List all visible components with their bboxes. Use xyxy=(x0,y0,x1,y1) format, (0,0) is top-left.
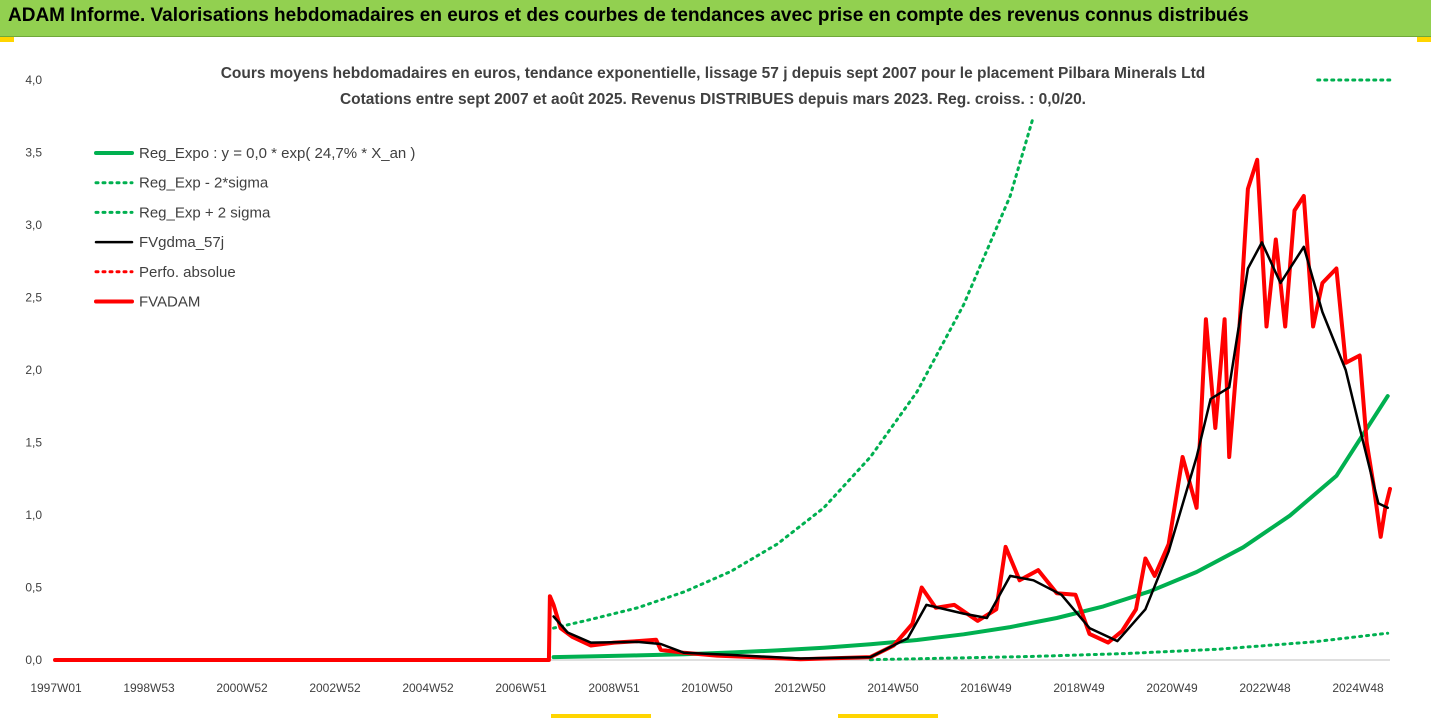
y-tick-label: 1,5 xyxy=(25,436,42,450)
x-tick-label: 2000W52 xyxy=(216,681,268,695)
legend-label: FVADAM xyxy=(139,294,200,311)
legend-label: FVgdma_57j xyxy=(139,234,224,251)
y-tick-label: 3,0 xyxy=(25,218,42,232)
y-tick-label: 4,0 xyxy=(25,73,42,87)
x-tick-label: 2020W49 xyxy=(1146,681,1198,695)
corner-marker-right xyxy=(1417,37,1431,42)
x-tick-label: 2022W48 xyxy=(1239,681,1291,695)
y-tick-label: 0,0 xyxy=(25,653,42,667)
x-tick-label: 2018W49 xyxy=(1053,681,1105,695)
chart-title-line: Cotations entre sept 2007 et août 2025. … xyxy=(340,91,1086,108)
legend-label: Reg_Exp + 2 sigma xyxy=(139,204,271,221)
x-tick-label: 2014W50 xyxy=(867,681,919,695)
y-tick-label: 2,0 xyxy=(25,363,42,377)
x-tick-label: 2012W50 xyxy=(774,681,826,695)
corner-marker-left xyxy=(0,37,14,42)
x-tick-label: 2004W52 xyxy=(402,681,454,695)
corner-marker-bottom-2 xyxy=(838,714,938,718)
x-tick-label: 1998W53 xyxy=(123,681,175,695)
legend-label: Reg_Expo : y = 0,0 * exp( 24,7% * X_an ) xyxy=(139,145,415,162)
x-tick-label: 2016W49 xyxy=(960,681,1012,695)
legend-label: Reg_Exp - 2*sigma xyxy=(139,175,269,192)
y-tick-label: 3,5 xyxy=(25,146,42,160)
banner-title: ADAM Informe. Valorisations hebdomadaire… xyxy=(8,5,1249,26)
legend-label: Perfo. absolue xyxy=(139,264,236,281)
title-banner: ADAM Informe. Valorisations hebdomadaire… xyxy=(0,0,1431,37)
price-trend-chart: 0,0 0,5 1,0 1,5 2,0 2,5 3,0 3,5 4,0 1997W01 1998W… xyxy=(25,65,1392,695)
y-tick-label: 1,0 xyxy=(25,508,42,522)
chart-area: 0,0 0,5 1,0 1,5 2,0 2,5 3,0 3,5 4,0 1997W01 1998W… xyxy=(0,38,1431,718)
chart-title-line: Cours moyens hebdomadaires en euros, ten… xyxy=(221,65,1206,82)
y-tick-label: 2,5 xyxy=(25,291,42,305)
series-line xyxy=(552,114,1035,630)
x-tick-label: 1997W01 xyxy=(30,681,82,695)
x-tick-label: 2024W48 xyxy=(1332,681,1384,695)
series-line xyxy=(868,631,1390,662)
y-tick-label: 0,5 xyxy=(25,581,42,595)
corner-marker-bottom-1 xyxy=(551,714,651,718)
x-tick-label: 2006W51 xyxy=(495,681,547,695)
series-line xyxy=(552,241,1389,660)
x-tick-label: 2010W50 xyxy=(681,681,733,695)
x-tick-label: 2008W51 xyxy=(588,681,640,695)
x-tick-label: 2002W52 xyxy=(309,681,361,695)
series-line xyxy=(53,157,1392,662)
